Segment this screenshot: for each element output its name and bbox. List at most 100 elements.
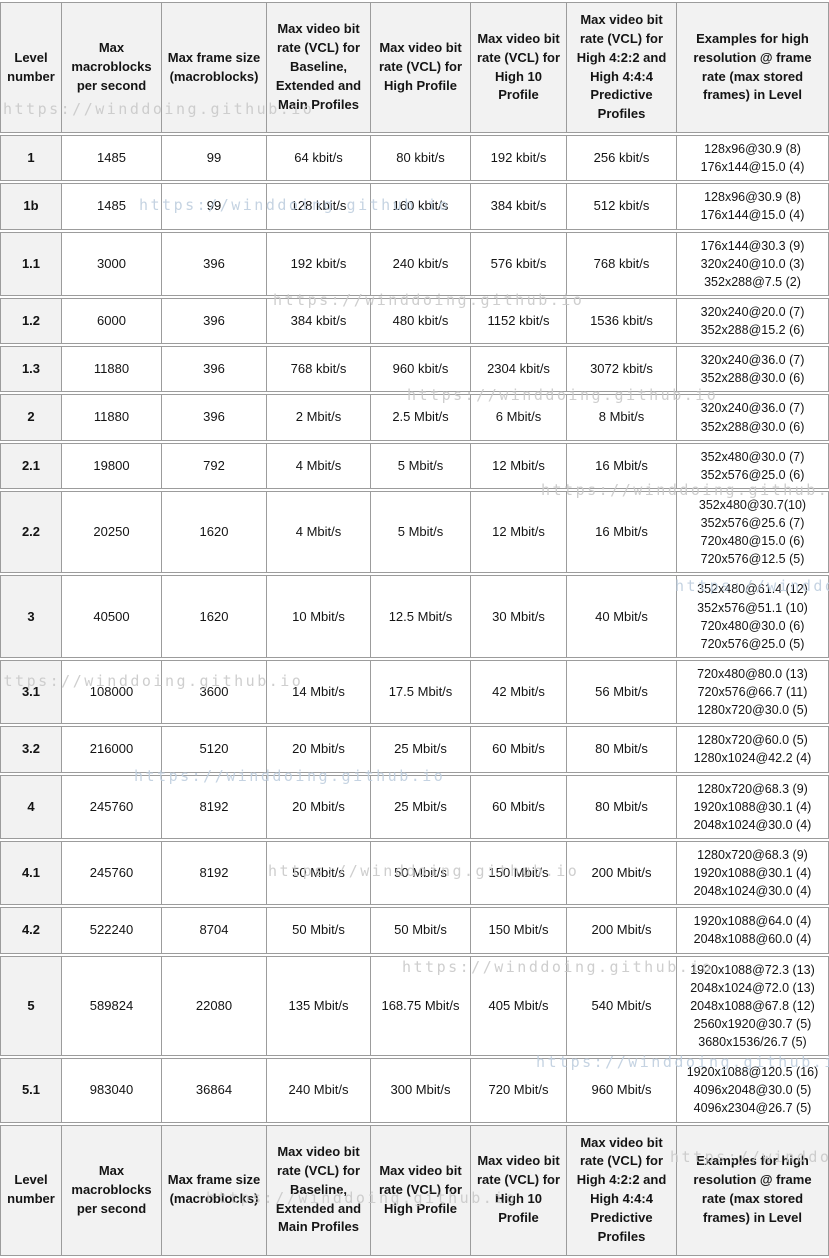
cell-max-frame-size: 99 xyxy=(162,183,267,230)
cell-max-macroblocks: 589824 xyxy=(62,955,162,1057)
cell-bitrate-high: 240 kbit/s xyxy=(371,231,471,296)
table-row: 1.1 3000 396 192 kbit/s 240 kbit/s 576 kbit/s… xyxy=(0,231,829,296)
cell-max-frame-size: 792 xyxy=(162,442,267,489)
col-examples: Examples for high resolution @ frame rat… xyxy=(677,2,829,134)
cell-max-macroblocks: 40500 xyxy=(62,575,162,658)
cell-bitrate-baseline-extended-main: 768 kbit/s xyxy=(267,346,371,393)
cell-max-macroblocks: 19800 xyxy=(62,442,162,489)
cell-bitrate-high10: 6 Mbit/s xyxy=(471,394,567,441)
example-line: 1920x1088@72.3 (13) xyxy=(690,962,815,977)
example-line: 2560x1920@30.7 (5) xyxy=(693,1016,812,1031)
cell-examples: 128x96@30.9 (8) 176x144@15.0 (4) xyxy=(677,135,829,182)
cell-level-number: 2.1 xyxy=(0,442,62,489)
col-bitrate-high: Max video bit rate (VCL) for High Profil… xyxy=(371,2,471,134)
cell-bitrate-high10: 12 Mbit/s xyxy=(471,442,567,489)
cell-max-frame-size: 22080 xyxy=(162,955,267,1057)
cell-bitrate-baseline-extended-main: 50 Mbit/s xyxy=(267,907,371,954)
example-line: 176x144@15.0 (4) xyxy=(700,160,805,175)
cell-bitrate-high422-high444: 1536 kbit/s xyxy=(567,297,677,345)
example-line: 1280x720@30.0 (5) xyxy=(697,703,808,718)
col-bitrate-baseline-extended-main: Max video bit rate (VCL) for Baseline, E… xyxy=(267,2,371,134)
cell-bitrate-baseline-extended-main: 384 kbit/s xyxy=(267,297,371,345)
col-bitrate-baseline-extended-main: Max video bit rate (VCL) for Baseline, E… xyxy=(267,1124,371,1256)
cell-examples: 352x480@30.0 (7) 352x576@25.0 (6) xyxy=(677,442,829,489)
cell-max-macroblocks: 216000 xyxy=(62,726,162,773)
example-line: 720x480@30.0 (6) xyxy=(700,618,805,633)
cell-max-macroblocks: 11880 xyxy=(62,394,162,441)
example-line: 352x576@25.6 (7) xyxy=(700,516,805,531)
table-row: 1.3 11880 396 768 kbit/s 960 kbit/s 2304 kbit… xyxy=(0,346,829,393)
cell-max-macroblocks: 1485 xyxy=(62,135,162,182)
example-line: 2048x1088@60.0 (4) xyxy=(693,932,812,947)
cell-max-macroblocks: 20250 xyxy=(62,490,162,574)
example-line: 176x144@15.0 (4) xyxy=(700,208,805,223)
example-line: 128x96@30.9 (8) xyxy=(704,142,801,157)
cell-bitrate-high422-high444: 200 Mbit/s xyxy=(567,840,677,906)
table-row: 1 1485 99 64 kbit/s 80 kbit/s 192 kbit/s 256 k… xyxy=(0,135,829,182)
cell-max-macroblocks: 1485 xyxy=(62,183,162,230)
example-line: 1280x1024@42.2 (4) xyxy=(693,751,812,766)
example-line: 1920x1088@64.0 (4) xyxy=(693,914,812,929)
cell-bitrate-high10: 60 Mbit/s xyxy=(471,774,567,839)
cell-max-macroblocks: 245760 xyxy=(62,774,162,839)
cell-bitrate-baseline-extended-main: 20 Mbit/s xyxy=(267,726,371,773)
cell-bitrate-baseline-extended-main: 10 Mbit/s xyxy=(267,575,371,658)
cell-bitrate-high10: 12 Mbit/s xyxy=(471,490,567,574)
example-line: 2048x1088@67.8 (12) xyxy=(690,998,815,1013)
col-bitrate-high10: Max video bit rate (VCL) for High 10 Pro… xyxy=(471,2,567,134)
cell-level-number: 4 xyxy=(0,774,62,839)
example-line: 128x96@30.9 (8) xyxy=(704,190,801,205)
example-line: 1280x720@68.3 (9) xyxy=(697,781,808,796)
table-row: 5 589824 22080 135 Mbit/s 168.75 Mbit/s 405 M… xyxy=(0,955,829,1057)
example-line: 352x288@30.0 (6) xyxy=(700,419,805,434)
cell-max-frame-size: 396 xyxy=(162,394,267,441)
example-line: 720x480@80.0 (13) xyxy=(697,666,808,681)
cell-bitrate-baseline-extended-main: 20 Mbit/s xyxy=(267,774,371,839)
cell-bitrate-high: 5 Mbit/s xyxy=(371,442,471,489)
cell-bitrate-baseline-extended-main: 64 kbit/s xyxy=(267,135,371,182)
example-line: 352x288@15.2 (6) xyxy=(700,323,805,338)
example-line: 320x240@36.0 (7) xyxy=(700,401,805,416)
cell-bitrate-high422-high444: 80 Mbit/s xyxy=(567,726,677,773)
cell-bitrate-baseline-extended-main: 2 Mbit/s xyxy=(267,394,371,441)
col-bitrate-high10: Max video bit rate (VCL) for High 10 Pro… xyxy=(471,1124,567,1256)
cell-bitrate-high422-high444: 200 Mbit/s xyxy=(567,907,677,954)
col-max-macroblocks: Max macroblocks per second xyxy=(62,1124,162,1256)
cell-examples: 320x240@36.0 (7) 352x288@30.0 (6) xyxy=(677,394,829,441)
cell-level-number: 2 xyxy=(0,394,62,441)
cell-bitrate-high: 25 Mbit/s xyxy=(371,774,471,839)
cell-max-frame-size: 396 xyxy=(162,346,267,393)
cell-bitrate-high10: 192 kbit/s xyxy=(471,135,567,182)
cell-examples: 1920x1088@120.5 (16) 4096x2048@30.0 (5) 40… xyxy=(677,1058,829,1123)
cell-bitrate-high: 300 Mbit/s xyxy=(371,1058,471,1123)
table-row: 4.2 522240 8704 50 Mbit/s 50 Mbit/s 150 Mbit/… xyxy=(0,907,829,954)
cell-max-frame-size: 396 xyxy=(162,297,267,345)
example-line: 320x240@20.0 (7) xyxy=(700,304,805,319)
example-line: 176x144@30.3 (9) xyxy=(700,238,805,253)
example-line: 352x576@25.0 (6) xyxy=(700,467,805,482)
cell-bitrate-high: 2.5 Mbit/s xyxy=(371,394,471,441)
cell-level-number: 3.2 xyxy=(0,726,62,773)
cell-bitrate-high422-high444: 80 Mbit/s xyxy=(567,774,677,839)
cell-bitrate-high10: 150 Mbit/s xyxy=(471,840,567,906)
cell-max-macroblocks: 983040 xyxy=(62,1058,162,1123)
cell-bitrate-baseline-extended-main: 4 Mbit/s xyxy=(267,442,371,489)
cell-examples: 352x480@30.7(10) 352x576@25.6 (7) 720x480@… xyxy=(677,490,829,574)
cell-examples: 720x480@80.0 (13) 720x576@66.7 (11) 1280x7… xyxy=(677,659,829,725)
table-row: 3.1 108000 3600 14 Mbit/s 17.5 Mbit/s 42 Mbit… xyxy=(0,659,829,725)
cell-bitrate-baseline-extended-main: 128 kbit/s xyxy=(267,183,371,230)
example-line: 1280x720@68.3 (9) xyxy=(697,847,808,862)
cell-level-number: 1.1 xyxy=(0,231,62,296)
cell-bitrate-high10: 60 Mbit/s xyxy=(471,726,567,773)
cell-bitrate-baseline-extended-main: 135 Mbit/s xyxy=(267,955,371,1057)
cell-bitrate-high422-high444: 56 Mbit/s xyxy=(567,659,677,725)
cell-examples: 1280x720@68.3 (9) 1920x1088@30.1 (4) 2048x… xyxy=(677,774,829,839)
table-row: 4.1 245760 8192 50 Mbit/s 50 Mbit/s 150 Mbit/… xyxy=(0,840,829,906)
cell-bitrate-high422-high444: 16 Mbit/s xyxy=(567,442,677,489)
cell-bitrate-high422-high444: 512 kbit/s xyxy=(567,183,677,230)
table-footer: Level number Max macroblocks per second Ma… xyxy=(0,1124,829,1256)
col-bitrate-high422-high444: Max video bit rate (VCL) for High 4:2:2 … xyxy=(567,2,677,134)
header-row: Level number Max macroblocks per second Ma… xyxy=(0,2,829,134)
table-body: 1 1485 99 64 kbit/s 80 kbit/s 192 kbit/s 256 k… xyxy=(0,135,829,1123)
